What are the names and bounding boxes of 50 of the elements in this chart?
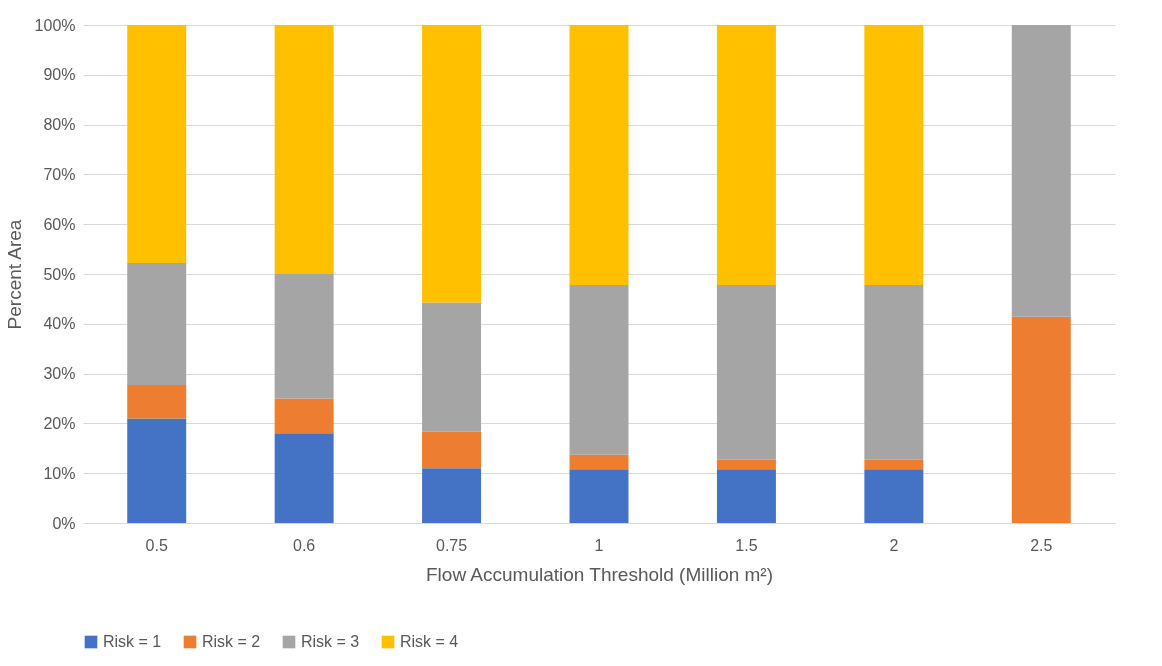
x-tick-label: 0.75 bbox=[436, 536, 468, 554]
bar bbox=[1011, 316, 1071, 523]
bar bbox=[864, 459, 924, 470]
legend-label: Risk = 1 bbox=[103, 633, 162, 650]
x-tick-label: 1 bbox=[594, 536, 604, 554]
bar bbox=[716, 25, 776, 285]
bar bbox=[274, 398, 334, 434]
y-tick-label: 10% bbox=[43, 464, 76, 482]
y-axis-title: Percent Area bbox=[3, 219, 25, 330]
bar bbox=[127, 263, 187, 386]
y-tick-label: 60% bbox=[43, 215, 76, 233]
y-tick-label: 20% bbox=[43, 414, 76, 432]
y-tick-label: 30% bbox=[43, 365, 76, 383]
bar bbox=[127, 25, 187, 264]
bar bbox=[127, 418, 187, 523]
bar bbox=[569, 469, 629, 523]
y-tick-label: 40% bbox=[43, 315, 76, 333]
y-tick-label: 0% bbox=[52, 514, 76, 532]
bar bbox=[716, 459, 776, 470]
bar bbox=[274, 274, 334, 399]
bar bbox=[127, 385, 187, 419]
x-axis-title: Flow Accumulation Threshold (Million m²) bbox=[425, 563, 774, 585]
bar bbox=[864, 284, 924, 460]
bar bbox=[569, 284, 629, 455]
y-tick-label: 70% bbox=[43, 165, 76, 183]
bar bbox=[422, 302, 482, 432]
bar bbox=[864, 25, 924, 285]
bar bbox=[716, 469, 776, 523]
bar bbox=[274, 25, 334, 274]
y-tick-label: 50% bbox=[43, 265, 76, 283]
y-tick-label: 90% bbox=[43, 66, 76, 84]
x-tick-label: 1.5 bbox=[735, 536, 758, 554]
x-tick-label: 2.5 bbox=[1030, 536, 1053, 554]
x-tick-label: 2 bbox=[889, 536, 899, 554]
bar bbox=[422, 431, 482, 469]
legend-label: Risk = 2 bbox=[202, 633, 261, 650]
legend-label: Risk = 4 bbox=[400, 633, 459, 650]
y-tick-label: 80% bbox=[43, 116, 76, 134]
bar bbox=[422, 468, 482, 523]
x-tick-label: 0.6 bbox=[293, 536, 316, 554]
bar bbox=[716, 284, 776, 460]
bar bbox=[274, 433, 334, 523]
y-tick-label: 100% bbox=[34, 16, 76, 34]
bar bbox=[569, 454, 629, 470]
bar bbox=[1011, 25, 1071, 317]
legend-label: Risk = 3 bbox=[301, 633, 360, 650]
bar bbox=[864, 469, 924, 523]
bar bbox=[569, 25, 629, 285]
bar bbox=[422, 25, 482, 303]
x-tick-label: 0.5 bbox=[145, 536, 168, 554]
